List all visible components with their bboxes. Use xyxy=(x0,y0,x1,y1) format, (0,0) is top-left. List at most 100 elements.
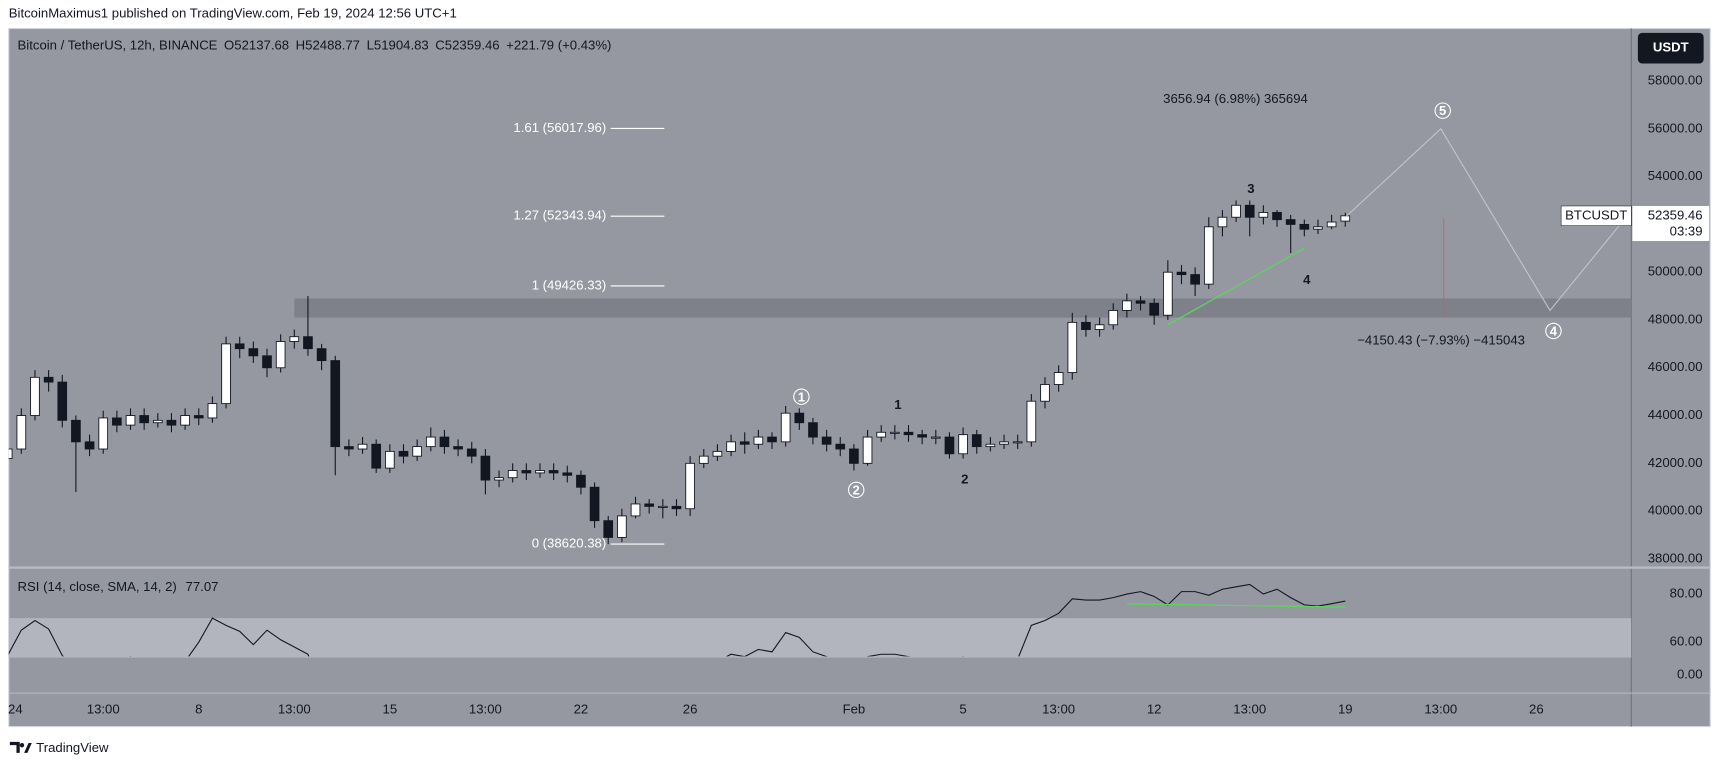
candle-body xyxy=(98,417,109,450)
rsi-line xyxy=(8,583,1346,657)
candle-body xyxy=(999,441,1009,445)
candle-body xyxy=(207,403,218,419)
candle-body xyxy=(371,443,382,469)
candle-body xyxy=(16,415,27,450)
candle-body xyxy=(712,450,723,457)
candle-body xyxy=(112,417,122,426)
symbol-tag xyxy=(1560,205,1632,226)
y-tick-label: 42000.00 xyxy=(1648,455,1703,470)
trend-line xyxy=(1167,247,1305,326)
rsi-band xyxy=(8,618,1632,657)
candle-body xyxy=(944,436,955,455)
candle-body xyxy=(849,448,859,464)
candle-body xyxy=(1149,302,1160,316)
candle-body xyxy=(303,336,313,350)
y-tick-label: 54000.00 xyxy=(1648,168,1703,183)
legend-key: O xyxy=(224,37,234,52)
candle-body xyxy=(1326,221,1337,228)
candle-body xyxy=(248,348,259,357)
y-tick-label: 48000.00 xyxy=(1648,311,1703,326)
candle-body xyxy=(1258,212,1269,218)
x-tick-label: 26 xyxy=(1529,702,1544,717)
x-tick-label: 13:00 xyxy=(1042,702,1075,717)
candle-body xyxy=(84,441,95,450)
rsi-pane xyxy=(8,583,1632,657)
x-tick-label: 19 xyxy=(1338,702,1353,717)
x-tick-label: 13:00 xyxy=(469,702,502,717)
fib-label: 1.27 (52343.94) xyxy=(513,208,606,223)
candle-body xyxy=(71,419,81,443)
candle-body xyxy=(1081,321,1091,330)
y-tick-label: 50000.00 xyxy=(1648,264,1703,279)
measurement-label: −4150.43 (−7.93%) −415043 xyxy=(1357,332,1525,347)
rsi-trend-line xyxy=(1126,603,1346,608)
candle-body xyxy=(330,360,341,448)
candle-body xyxy=(1313,226,1323,230)
candle-body xyxy=(262,355,272,369)
candle-body xyxy=(835,443,846,450)
currency-label[interactable]: USDT xyxy=(1653,40,1689,55)
legend-title: Bitcoin / TetherUS, 12h, BINANCE xyxy=(18,37,218,52)
wave-label: 1 xyxy=(894,397,901,412)
tradingview-logo xyxy=(9,741,32,753)
candle-body xyxy=(657,505,668,508)
currency-button[interactable] xyxy=(1637,32,1704,64)
candle-body xyxy=(1067,321,1078,373)
legend-value: 52137.68 xyxy=(234,37,289,52)
candle-body xyxy=(480,455,491,481)
candle-body xyxy=(521,470,532,474)
wave-label: 5 xyxy=(1439,103,1446,118)
y-tick-label: 60.00 xyxy=(1670,634,1703,649)
candle-body xyxy=(1190,274,1200,285)
candle-body xyxy=(767,436,777,443)
legend-key: C xyxy=(435,37,445,52)
chart-frame xyxy=(8,27,1711,728)
fib-label: 0 (38620.38) xyxy=(532,536,607,551)
candle-body xyxy=(357,443,368,450)
candle-body xyxy=(739,441,750,445)
candle-body xyxy=(507,470,518,479)
rsi-title: RSI (14, close, SMA, 14, 2) xyxy=(18,579,177,594)
candle-body xyxy=(589,486,600,522)
wave-circle xyxy=(793,388,810,405)
candle-body xyxy=(221,343,231,405)
candle-body xyxy=(617,515,627,538)
candle-body xyxy=(289,336,300,342)
legend-value: 51904.83 xyxy=(374,37,429,52)
candle-body xyxy=(439,436,450,448)
symbol-tag-label: BTCUSDT xyxy=(1565,207,1627,222)
candle-body xyxy=(425,436,436,448)
y-tick-label: 56000.00 xyxy=(1648,120,1703,135)
candle-body xyxy=(1217,216,1228,228)
fib-label: 1.61 (56017.96) xyxy=(513,120,606,135)
candle-body xyxy=(234,343,245,350)
legend-change: +221.79 (+0.43%) xyxy=(506,37,611,52)
candle-body xyxy=(603,520,614,538)
candle-body xyxy=(166,419,177,426)
candle-body xyxy=(985,443,996,448)
candle-body xyxy=(1094,324,1105,330)
candle-body xyxy=(1026,400,1037,443)
candle-body xyxy=(316,348,327,362)
candle-body xyxy=(275,341,286,369)
candle-body xyxy=(344,446,354,450)
publisher: BitcoinMaximus1 published on TradingView… xyxy=(9,6,457,21)
candle-body xyxy=(903,431,914,436)
resistance-zone xyxy=(294,298,1632,318)
candle-body xyxy=(8,448,13,459)
candle-body xyxy=(644,503,654,507)
y-tick-label: 40000.00 xyxy=(1648,503,1703,518)
wave-label: 1 xyxy=(798,389,805,404)
legend-value: 52359.46 xyxy=(445,37,500,52)
y-tick-label: 80.00 xyxy=(1670,586,1703,601)
candle-body xyxy=(1299,223,1310,230)
x-tick-label: 13:00 xyxy=(87,702,120,717)
rsi-value: 77.07 xyxy=(186,579,219,594)
candle-body xyxy=(726,441,736,452)
candle-body xyxy=(808,422,818,438)
candle-body xyxy=(1163,271,1173,316)
candle-body xyxy=(1203,226,1214,285)
wave-circle xyxy=(1434,102,1451,119)
candle-body xyxy=(1135,300,1146,304)
